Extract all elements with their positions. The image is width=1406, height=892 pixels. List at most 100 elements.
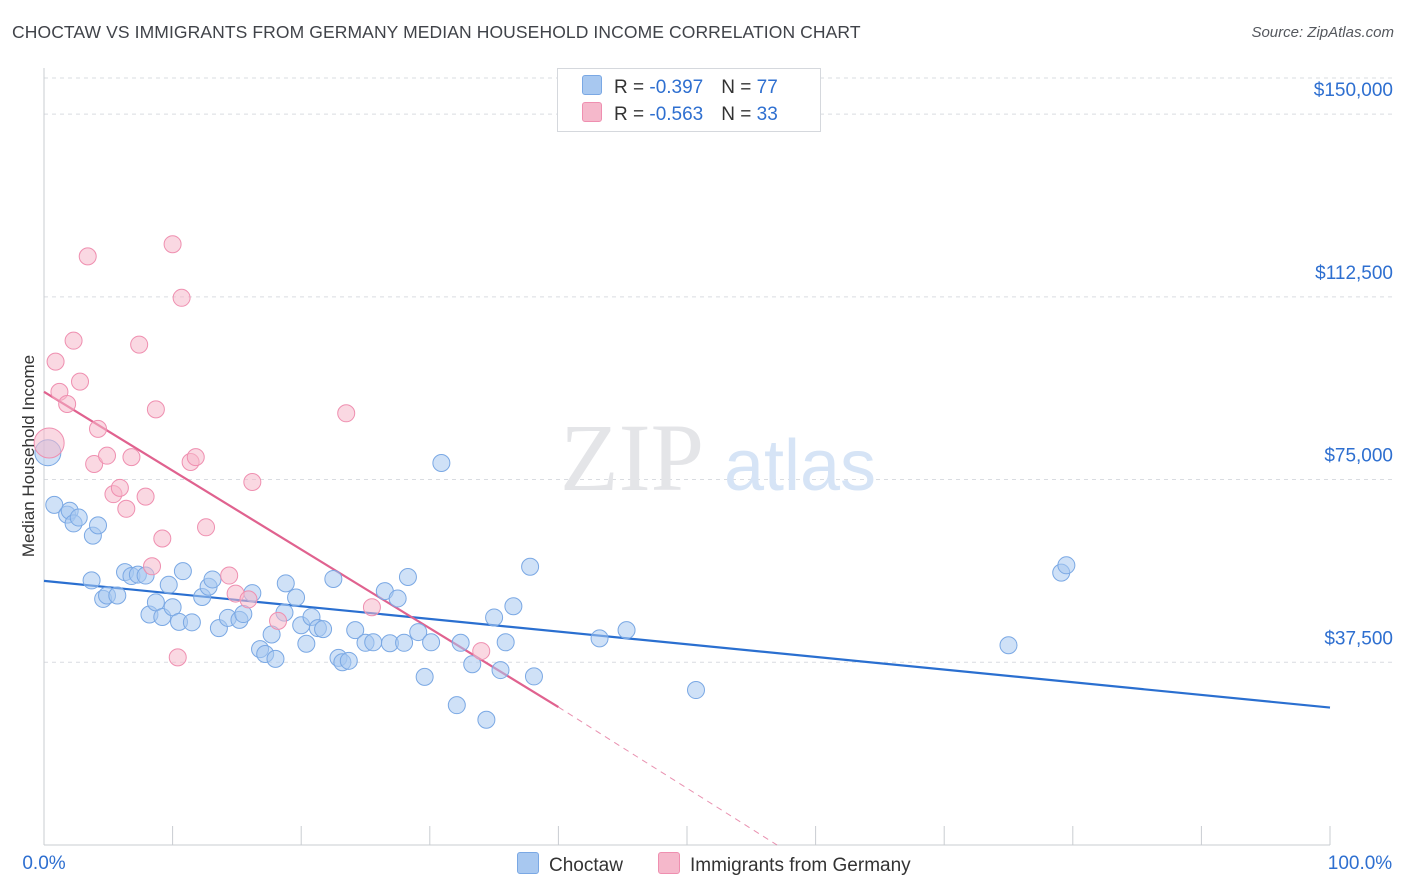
data-point	[33, 427, 65, 459]
data-point	[89, 419, 108, 438]
data-point	[314, 620, 333, 639]
data-point	[143, 557, 162, 576]
legend-swatch-choctaw	[582, 75, 602, 95]
data-point	[447, 696, 466, 715]
data-point	[451, 633, 470, 652]
data-point	[64, 331, 83, 350]
data-point	[172, 288, 191, 307]
legend-row-choctaw: R = -0.397 N = 77	[582, 75, 778, 99]
y-tick-label: $150,000	[1314, 80, 1393, 101]
data-point	[69, 508, 88, 527]
legend-r-value: -0.563	[649, 104, 704, 125]
data-point	[186, 448, 205, 467]
data-point	[239, 590, 258, 609]
data-point	[182, 613, 201, 632]
data-point	[153, 529, 172, 548]
legend-item-germany: Immigrants from Germany	[658, 852, 911, 877]
data-point	[220, 566, 239, 585]
data-point	[346, 621, 365, 640]
trend-lines	[43, 390, 1331, 846]
y-tick-label: $37,500	[1324, 628, 1393, 649]
x-tick-label-max: 100.0%	[1328, 853, 1393, 874]
data-point	[98, 446, 117, 465]
legend-n-label: N =	[721, 104, 757, 125]
data-point	[496, 633, 515, 652]
data-point	[324, 569, 343, 588]
data-point	[432, 453, 451, 472]
tick-labels: $37,500 $75,000 $112,500 $150,000 0.0% 100.0%	[22, 80, 1393, 874]
data-point	[173, 562, 192, 581]
x-tick-label-min: 0.0%	[22, 853, 65, 874]
data-point	[521, 557, 540, 576]
data-point	[168, 648, 187, 667]
data-point	[999, 636, 1018, 655]
data-point	[243, 472, 262, 491]
gridlines	[44, 77, 1395, 663]
data-point	[45, 495, 64, 514]
data-point	[524, 667, 543, 686]
data-point	[71, 372, 90, 391]
data-point	[395, 633, 414, 652]
data-point	[491, 661, 510, 680]
data-point	[364, 633, 383, 652]
data-point	[276, 574, 295, 593]
legend-label-germany: Immigrants from Germany	[690, 855, 911, 876]
legend-swatch-germany	[658, 852, 680, 874]
data-point	[269, 611, 288, 630]
data-point	[388, 589, 407, 608]
y-axis-label: Median Household Income	[19, 355, 38, 557]
data-point	[78, 247, 97, 266]
correlation-legend: R = -0.397 N = 77 R = -0.563 N = 33	[557, 68, 821, 132]
data-point	[266, 649, 285, 668]
legend-swatch-germany	[582, 102, 602, 122]
data-point	[687, 681, 706, 700]
data-point	[339, 651, 358, 670]
data-point	[122, 448, 141, 467]
legend-swatch-choctaw	[517, 852, 539, 874]
trend-line-choctaw	[43, 579, 1331, 709]
trend-line-extension	[558, 706, 778, 846]
data-point	[362, 598, 381, 617]
data-point	[110, 478, 129, 497]
data-point	[89, 516, 108, 535]
data-point	[136, 487, 155, 506]
data-point	[287, 588, 306, 607]
chart-title: CHOCTAW VS IMMIGRANTS FROM GERMANY MEDIA…	[12, 22, 861, 42]
data-points	[33, 235, 1076, 729]
data-point	[477, 710, 496, 729]
data-point	[409, 623, 428, 642]
data-point	[415, 667, 434, 686]
watermark-zip: ZIP	[560, 404, 704, 511]
data-point	[108, 586, 127, 605]
data-point	[163, 235, 182, 254]
data-point	[472, 642, 491, 661]
series-legend: Choctaw Immigrants from Germany	[0, 852, 1406, 878]
data-point	[58, 395, 77, 414]
watermark: ZIP atlas	[560, 404, 876, 511]
data-point	[297, 634, 316, 653]
data-point	[117, 499, 136, 518]
data-point	[82, 571, 101, 590]
y-tick-label: $75,000	[1324, 446, 1393, 467]
legend-row-germany: R = -0.563 N = 33	[582, 102, 778, 126]
legend-item-choctaw: Choctaw	[517, 852, 623, 877]
data-point	[1057, 556, 1076, 575]
trend-line-germany	[43, 390, 559, 709]
legend-label-choctaw: Choctaw	[549, 855, 623, 876]
data-point	[504, 597, 523, 616]
y-tick-label: $112,500	[1315, 263, 1393, 284]
legend-n-value: 33	[756, 104, 778, 125]
watermark-atlas: atlas	[724, 426, 876, 506]
data-point	[130, 335, 149, 354]
source-credit: Source: ZipAtlas.com	[1251, 24, 1394, 41]
data-point	[337, 404, 356, 423]
data-point	[46, 352, 65, 371]
data-point	[590, 629, 609, 648]
data-point	[146, 400, 165, 419]
data-point	[159, 575, 178, 594]
data-point	[203, 570, 222, 589]
series-germany	[33, 235, 491, 667]
data-point	[485, 608, 504, 627]
legend-n-value: 77	[756, 77, 778, 98]
